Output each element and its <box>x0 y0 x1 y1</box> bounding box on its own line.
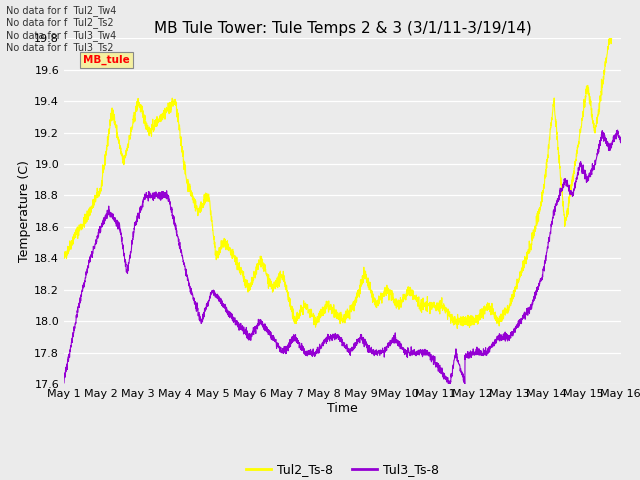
Tul3_Ts-8 <box>157 192 164 197</box>
Line: Tul3_Ts-8: Tul3_Ts-8 <box>64 130 621 386</box>
Y-axis label: Temperature (C): Temperature (C) <box>19 160 31 262</box>
Tul2_Ts-8 <box>124 143 131 149</box>
Tul2_Ts-8 <box>546 130 554 136</box>
Tul3_Ts-8 <box>606 143 614 149</box>
Tul3_Ts-8 <box>614 127 621 133</box>
Tul3_Ts-8 <box>617 140 625 145</box>
Tul2_Ts-8 <box>453 325 461 331</box>
Tul3_Ts-8 <box>461 383 468 389</box>
X-axis label: Time: Time <box>327 402 358 415</box>
Tul3_Ts-8 <box>124 271 131 276</box>
Title: MB Tule Tower: Tule Temps 2 & 3 (3/1/11-3/19/14): MB Tule Tower: Tule Temps 2 & 3 (3/1/11-… <box>154 21 531 36</box>
Tul3_Ts-8 <box>546 230 554 236</box>
Legend: Tul2_Ts-8, Tul3_Ts-8: Tul2_Ts-8, Tul3_Ts-8 <box>241 458 444 480</box>
Tul2_Ts-8 <box>274 282 282 288</box>
Tul3_Ts-8 <box>60 380 68 386</box>
Tul2_Ts-8 <box>606 36 614 42</box>
Tul3_Ts-8 <box>274 342 282 348</box>
Tul2_Ts-8 <box>298 307 305 313</box>
Tul2_Ts-8 <box>157 119 164 124</box>
Text: MB_tule: MB_tule <box>83 55 130 65</box>
Tul3_Ts-8 <box>298 340 305 346</box>
Line: Tul2_Ts-8: Tul2_Ts-8 <box>64 19 621 328</box>
Tul2_Ts-8 <box>612 16 620 22</box>
Text: No data for f  Tul2_Tw4
No data for f  Tul2_Ts2
No data for f  Tul3_Tw4
No data : No data for f Tul2_Tw4 No data for f Tul… <box>6 5 116 53</box>
Tul2_Ts-8 <box>617 28 625 34</box>
Tul2_Ts-8 <box>60 254 68 260</box>
